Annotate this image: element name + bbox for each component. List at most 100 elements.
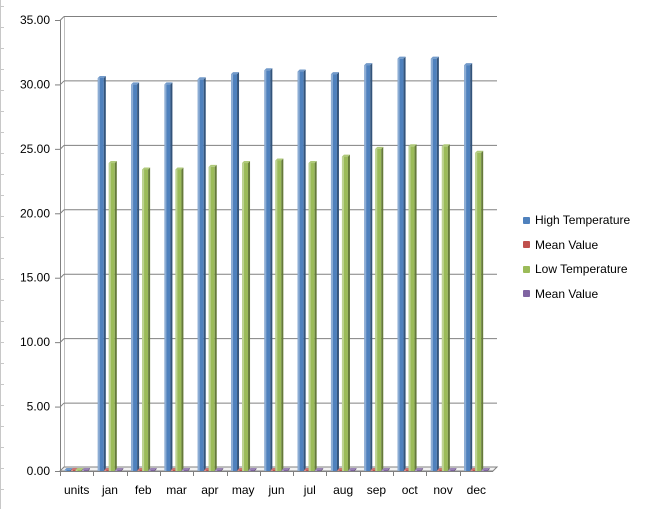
x-tick-label: jun [267,483,284,497]
bar [364,63,373,471]
bar-front [170,470,177,471]
bar-front [475,152,482,472]
sheet-edge-ticks [0,0,4,509]
bar-front [131,84,138,471]
bar-front [204,470,211,471]
bar-front [215,470,222,471]
bar [164,82,173,471]
y-tick-label: 20.00 [20,206,50,220]
bar-highlight [75,470,78,471]
bar-front [104,470,111,471]
bar-front [308,163,315,471]
legend-item: Low Temperature [523,257,630,282]
bar-top [475,150,484,153]
bar-front [270,470,277,471]
bar-top [231,72,240,75]
bar-highlight [470,470,473,471]
bar-highlight [108,163,111,471]
bar-highlight [264,70,267,472]
bar-highlight [208,166,211,471]
bar-top [208,164,217,167]
bar-side [347,154,350,472]
x-tick-label: units [64,483,89,497]
x-tick-label: feb [135,483,152,497]
bar-front [97,77,104,471]
bar-highlight [248,470,251,471]
bar-front [404,470,411,471]
bar-front [437,470,444,471]
bar-side [314,161,317,471]
bar-highlight [304,470,307,471]
bar-top [430,56,439,59]
bar-highlight [341,156,344,472]
bar-highlight [281,470,284,471]
bar-side [170,82,173,471]
bar [397,56,406,472]
bar-front [408,146,415,471]
y-tick-label: 10.00 [20,335,50,349]
bar-highlight [204,470,207,471]
bar-front [231,74,238,472]
bar-side [221,468,224,471]
bar-highlight [375,148,378,471]
bar-top [215,468,224,470]
y-tick-labels: 0.00 5.00 10.00 15.00 20.00 25.00 30.00 35.00 [20,13,50,478]
legend-label: Mean Value [535,286,599,301]
bar-front [397,58,404,472]
bar-front [370,470,377,471]
bar-front [242,163,249,471]
bar-side [154,468,157,471]
x-tick-label: jul [303,483,316,497]
bar [215,468,224,471]
bar-front [108,163,115,471]
bar-highlight [464,65,467,471]
bar-highlight [297,71,300,472]
x-tick-label: sep [367,483,387,497]
bar [381,468,390,471]
y-tick-label: 25.00 [20,142,50,156]
bar-highlight [381,470,384,471]
bar-top [297,69,306,72]
bar-highlight [404,470,407,471]
bar-front [164,84,171,471]
bar-side [214,164,217,471]
bar-side [103,75,106,471]
bar-side [303,69,306,472]
bar-side [403,56,406,472]
bar-side [470,63,473,471]
legend-label: High Temperature [535,213,631,228]
bar-top [330,72,339,75]
bar [248,468,257,471]
bar-front [330,74,337,472]
bar-highlight [237,470,240,471]
bar-highlight [242,163,245,471]
bar-highlight [430,58,433,472]
bar [281,468,290,471]
y-tick-label: 15.00 [20,271,50,285]
bars [60,56,490,476]
bar-top [364,63,373,66]
bar-highlight [148,470,151,471]
bar [481,468,490,471]
y-tick-label: 30.00 [20,77,50,91]
bar-highlight [337,470,340,471]
bar-top [148,468,157,470]
legend-item: Mean Value [523,233,630,258]
bar [208,164,217,471]
bar-side [137,82,140,471]
bar-front [415,470,422,471]
bar-top [375,146,384,149]
bar-front [470,470,477,471]
bar-side [321,468,324,471]
bar-highlight [82,470,84,471]
x-tick-label: mar [166,483,187,497]
bar-top [408,144,417,147]
bar-highlight [175,169,178,471]
legend-swatch [523,216,530,224]
x-tick-label: apr [201,483,218,497]
bar-highlight [308,163,311,471]
bar [115,468,124,471]
bar-top [464,63,473,66]
legend-label: Low Temperature [535,262,628,277]
